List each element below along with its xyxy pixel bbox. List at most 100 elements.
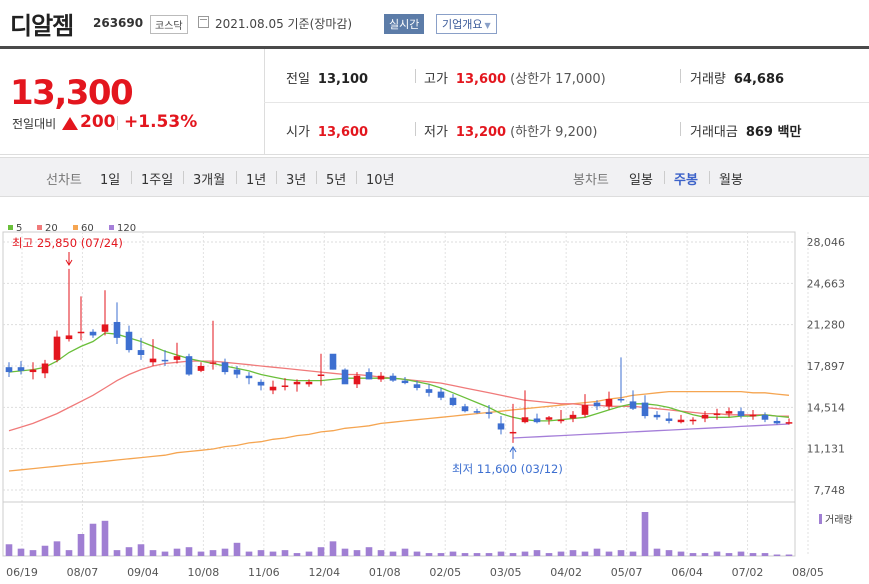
chevron-down-icon: ▼ (484, 21, 491, 30)
candle-body (509, 431, 517, 434)
ma60-line (8, 390, 790, 472)
candle-body (593, 402, 601, 407)
candle-body (365, 372, 373, 380)
ma5-line (8, 332, 790, 422)
trade-amount-label: 거래대금 (690, 125, 738, 140)
line-chart-label: 선차트 (46, 173, 82, 188)
prev-close-label: 전일 (286, 72, 310, 87)
x-tick-label: 03/05 (490, 566, 522, 579)
candle-body (221, 362, 229, 373)
tab-3y[interactable]: 3년 (286, 173, 307, 188)
volume: 거래량 64,686 (690, 68, 784, 87)
tab-3m[interactable]: 3개월 (193, 173, 226, 188)
candle-body (761, 414, 769, 420)
volume-bar (353, 550, 361, 556)
realtime-button[interactable]: 실시간 (384, 14, 425, 34)
company-overview-label: 기업개요 (442, 18, 483, 31)
volume-bar (305, 551, 313, 556)
candle-body (173, 356, 181, 360)
candle-body (5, 367, 13, 373)
legend-swatch (37, 225, 42, 230)
x-tick-label: 08/05 (792, 566, 824, 579)
volume-frame (2, 501, 796, 557)
change-percent: +1.53% (124, 112, 198, 132)
candle-body (413, 384, 421, 388)
candle-body (41, 363, 49, 374)
divider (415, 122, 416, 136)
y-tick-label: 24,663 (807, 277, 846, 290)
legend-label: 20 (45, 223, 58, 234)
volume-bar (749, 553, 757, 556)
legend-label: 60 (81, 223, 94, 234)
volume-bar (401, 548, 409, 556)
x-tick-label: 06/04 (671, 566, 703, 579)
tab-weekly[interactable]: 주봉 (674, 173, 698, 188)
volume-bar (569, 550, 577, 556)
candle-body (353, 375, 361, 385)
x-tick-label: 11/06 (248, 566, 280, 579)
volume-bar (197, 551, 205, 556)
candle-body (785, 422, 793, 424)
volume-bar (377, 550, 385, 556)
stock-code: 263690 (93, 16, 144, 30)
volume-bar (41, 545, 49, 556)
y-tick-label: 21,280 (807, 319, 846, 332)
volume-bar (509, 553, 517, 556)
legend-label: 120 (117, 223, 136, 234)
volume-bar (209, 550, 217, 556)
volume-label: 거래량 (825, 514, 853, 526)
candle-body (677, 419, 685, 423)
divider (415, 69, 416, 83)
candle-body (377, 375, 385, 380)
tab-1y[interactable]: 1년 (246, 173, 267, 188)
tab-daily[interactable]: 일봉 (629, 173, 653, 188)
volume-bar (65, 550, 73, 556)
volume-bar (533, 550, 541, 556)
quote-date: 2021.08.05 기준(장마감) (215, 17, 353, 31)
volume-bar (221, 548, 229, 556)
candle-chart-label: 봉차트 (573, 173, 609, 188)
volume-bar (125, 547, 133, 556)
volume-bar (521, 551, 529, 556)
company-overview-dropdown[interactable]: 기업개요 ▼ (436, 14, 497, 34)
stock-name: 디알젬 (10, 12, 74, 40)
y-tick-label: 14,514 (807, 401, 846, 414)
candle-body (389, 375, 397, 381)
tab-10y[interactable]: 10년 (366, 173, 395, 188)
tab-1w[interactable]: 1주일 (141, 173, 174, 188)
candle-body (341, 369, 349, 385)
volume-bar (269, 551, 277, 556)
volume-bar (413, 551, 421, 556)
x-tick-label: 06/19 (6, 566, 38, 579)
volume-bar (617, 550, 625, 556)
volume-bar (341, 548, 349, 556)
candle-body (233, 369, 241, 375)
trade-amount: 거래대금 869 백만 (690, 121, 801, 140)
volume-bar (725, 553, 733, 556)
volume-bar (425, 553, 433, 556)
divider (316, 171, 317, 184)
volume-bar (149, 550, 157, 556)
candle-body (545, 417, 553, 420)
candle-body (725, 411, 733, 414)
tab-1d[interactable]: 1일 (100, 173, 121, 188)
candle-body (701, 414, 709, 419)
volume-bar (653, 548, 661, 556)
candle-body (29, 369, 37, 373)
candle-body (17, 367, 25, 371)
market-badge: 코스닥 (150, 15, 188, 34)
divider (356, 171, 357, 184)
candle-body (53, 336, 61, 360)
candle-body (257, 381, 265, 386)
high-annotation: 최고 25,850 (07/24) (12, 236, 123, 250)
candle-body (653, 414, 661, 418)
volume-bar (545, 553, 553, 556)
candle-body (449, 397, 457, 406)
tab-monthly[interactable]: 월봉 (719, 173, 743, 188)
tab-5y[interactable]: 5년 (326, 173, 347, 188)
volume-bar (593, 548, 601, 556)
y-tick-label: 7,748 (814, 484, 846, 497)
candle-body (125, 331, 133, 351)
volume-bar (581, 551, 589, 556)
candle-body (101, 324, 109, 332)
